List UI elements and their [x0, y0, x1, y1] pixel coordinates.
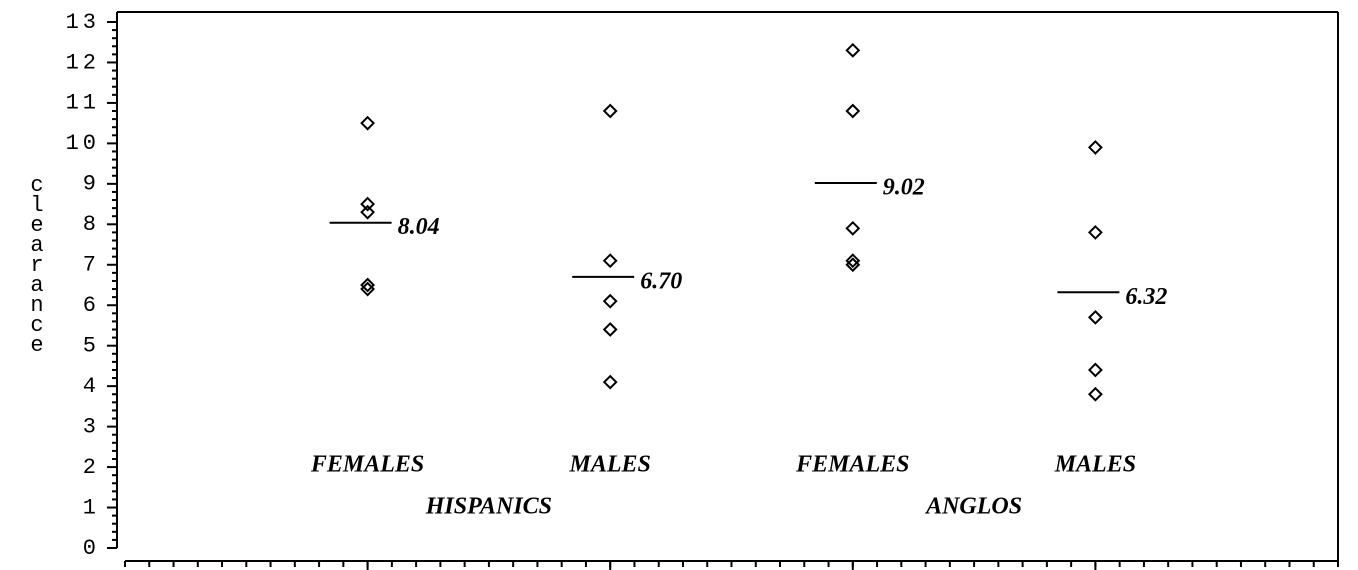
data-point	[845, 257, 861, 273]
data-point	[1087, 140, 1103, 155]
y-tick-label: 0	[83, 536, 100, 561]
y-tick-label: 9	[83, 172, 100, 197]
y-tick-label: 3	[83, 414, 100, 439]
data-point	[845, 253, 861, 269]
group-label: HISPANICS	[425, 494, 552, 520]
data-point	[602, 374, 618, 390]
y-tick-label: 11	[66, 91, 100, 116]
category-label: FEMALES	[795, 452, 909, 478]
y-tick-label: 2	[83, 455, 100, 480]
data-point	[360, 115, 376, 131]
data-point	[360, 281, 376, 297]
mean-label: 9.02	[883, 175, 925, 201]
data-point	[845, 220, 861, 236]
mean-label: 6.70	[640, 268, 682, 294]
category-label: MALES	[1054, 452, 1136, 478]
data-point	[602, 322, 618, 337]
y-tick-label: 13	[66, 10, 100, 35]
mean-label: 6.32	[1125, 284, 1167, 310]
y-tick-label: 5	[83, 334, 100, 359]
data-point	[1087, 224, 1103, 240]
data-point	[602, 293, 618, 309]
data-point	[360, 277, 376, 293]
mean-label: 8.04	[398, 214, 440, 240]
y-tick-label: 8	[83, 212, 100, 237]
data-point	[1087, 386, 1103, 402]
y-tick-label: 4	[83, 374, 100, 399]
y-tick-label: 1	[83, 495, 100, 520]
y-tick-label: 10	[66, 131, 100, 156]
data-point	[1087, 309, 1103, 325]
category-label: FEMALES	[310, 452, 424, 478]
data-point	[602, 253, 618, 269]
y-tick-label: 12	[66, 50, 100, 75]
data-point	[360, 196, 376, 212]
y-tick-label: 7	[83, 253, 100, 278]
data-point	[845, 103, 861, 119]
category-label: MALES	[569, 452, 651, 478]
data-point	[1087, 362, 1103, 378]
data-point	[360, 204, 376, 220]
data-point	[845, 42, 861, 58]
group-label: ANGLOS	[924, 494, 1022, 520]
data-point	[602, 103, 618, 119]
y-tick-label: 6	[83, 293, 100, 318]
